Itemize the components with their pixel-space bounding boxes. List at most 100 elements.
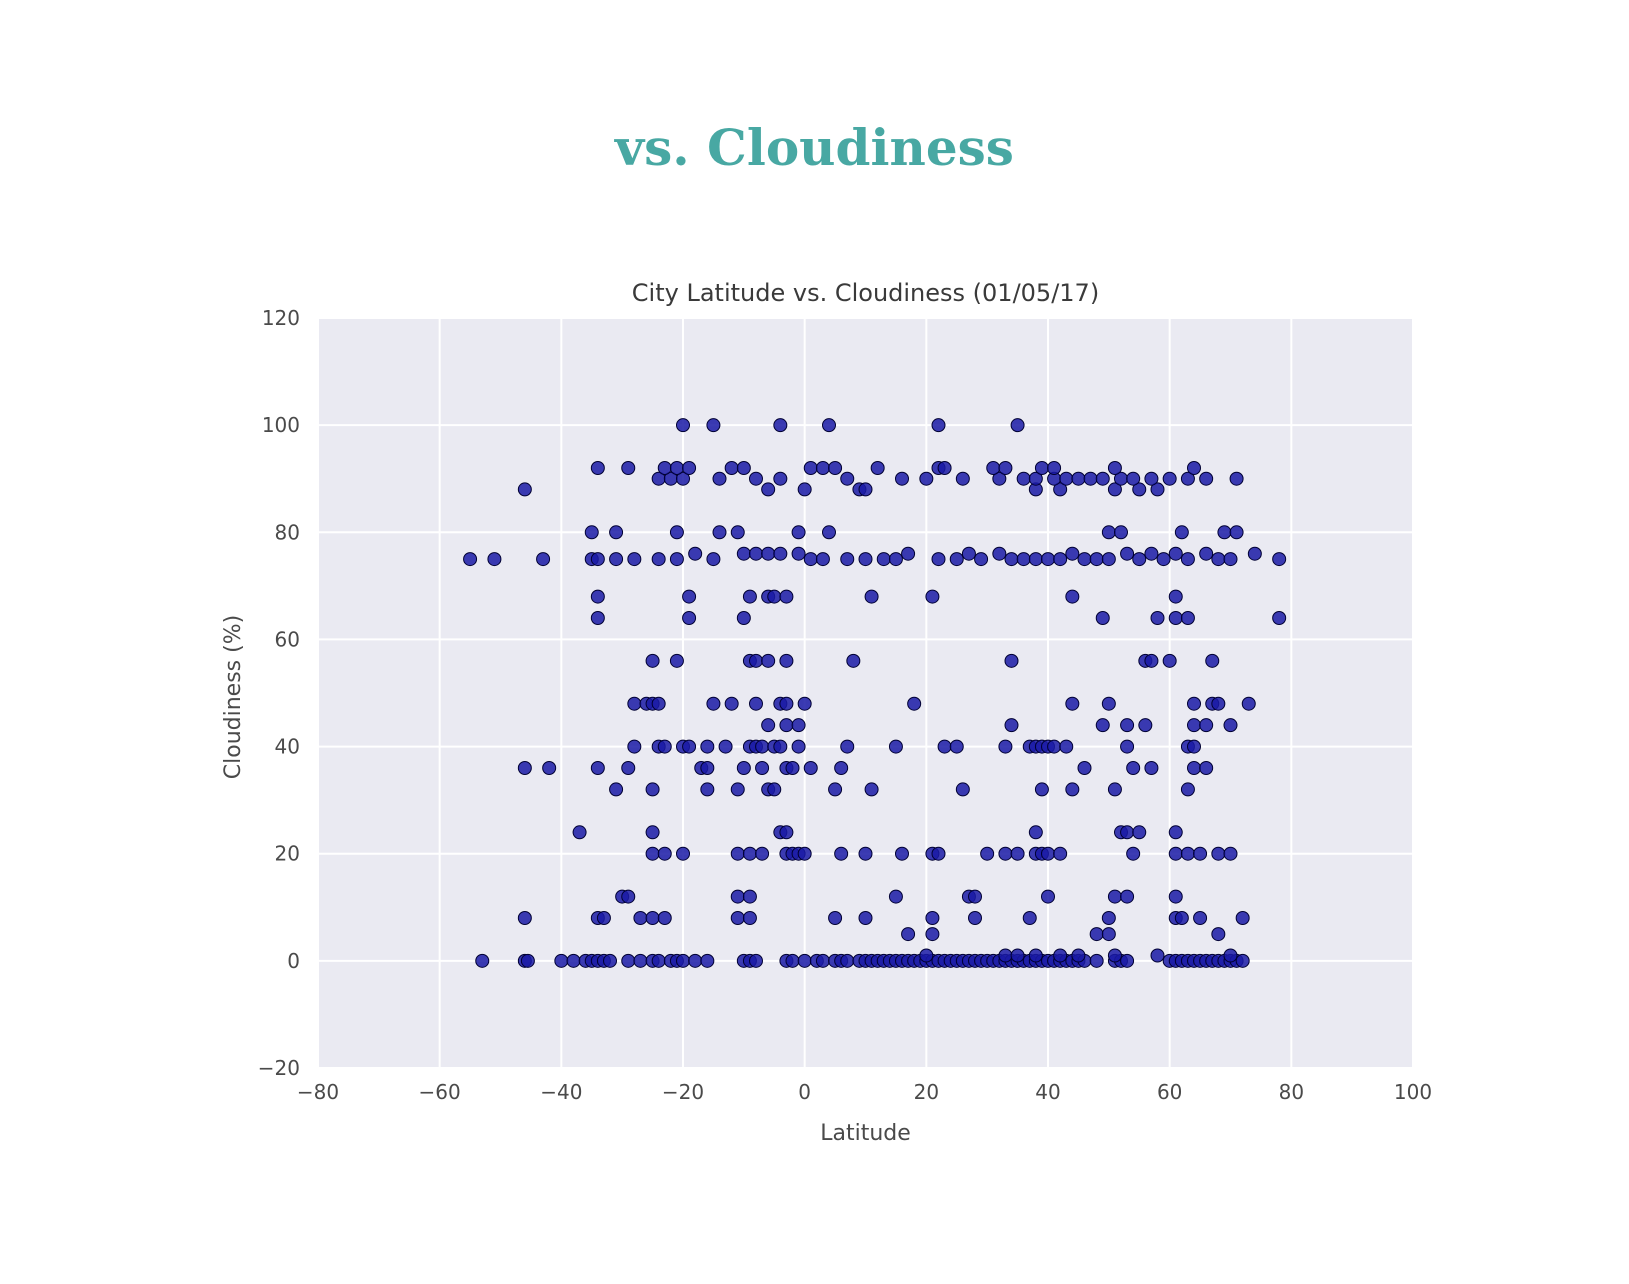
y-tick-label: 80 <box>275 520 300 544</box>
data-point <box>1095 718 1110 733</box>
data-point <box>858 846 873 861</box>
data-point <box>1004 552 1019 567</box>
data-point <box>1016 471 1031 486</box>
data-point <box>858 482 873 497</box>
data-point <box>736 546 751 561</box>
data-point <box>1126 761 1141 775</box>
data-point <box>700 739 715 754</box>
data-point <box>876 552 891 567</box>
data-point <box>700 782 715 797</box>
data-point <box>791 739 806 754</box>
data-point <box>1247 546 1262 561</box>
x-tick-label: 80 <box>1279 1080 1304 1104</box>
data-point <box>803 761 818 775</box>
data-point <box>961 546 976 561</box>
data-point <box>1041 889 1055 904</box>
data-point <box>1162 471 1177 486</box>
data-point <box>998 846 1013 861</box>
data-point <box>919 471 934 486</box>
data-point <box>1114 525 1128 540</box>
y-tick-label: 60 <box>275 627 300 651</box>
data-point <box>797 953 812 968</box>
data-point <box>1107 782 1122 797</box>
data-point <box>1083 471 1098 486</box>
data-point <box>785 761 800 775</box>
data-point <box>572 825 587 840</box>
data-point <box>767 782 782 797</box>
y-tick-label: −20 <box>258 1056 300 1080</box>
x-tick-label: 40 <box>1035 1080 1060 1104</box>
data-point <box>1144 761 1159 775</box>
data-point <box>1144 471 1159 486</box>
data-point <box>1180 552 1195 567</box>
data-point <box>1150 948 1165 963</box>
data-point <box>901 546 916 561</box>
data-point <box>1229 525 1244 540</box>
data-point <box>803 552 818 567</box>
data-point <box>669 552 684 567</box>
data-point <box>1065 589 1080 604</box>
data-point <box>676 846 690 861</box>
data-point <box>1180 471 1195 486</box>
data-point <box>925 927 940 942</box>
data-point <box>998 739 1013 754</box>
data-point <box>955 782 970 797</box>
data-point <box>657 739 672 754</box>
x-tick-label: −80 <box>297 1080 339 1104</box>
data-point <box>736 761 751 775</box>
y-tick-label: 20 <box>275 842 300 866</box>
data-point <box>742 589 757 604</box>
x-tick-label: −20 <box>662 1080 704 1104</box>
data-point <box>730 911 745 925</box>
data-point <box>931 552 946 567</box>
data-point <box>542 761 557 775</box>
data-point <box>633 911 648 925</box>
data-point <box>657 911 672 925</box>
data-point <box>888 739 903 754</box>
data-point <box>584 525 599 540</box>
data-point <box>773 546 788 561</box>
data-points <box>463 418 1287 968</box>
data-point <box>1071 948 1086 963</box>
data-point <box>627 696 642 711</box>
data-point <box>1065 696 1080 711</box>
data-point <box>730 846 745 861</box>
data-point <box>1010 948 1025 963</box>
data-point <box>621 889 636 904</box>
data-point <box>864 782 879 797</box>
data-point <box>834 761 849 775</box>
data-point <box>688 953 703 968</box>
data-point <box>1223 948 1238 963</box>
data-point <box>621 461 636 475</box>
data-point <box>1223 846 1238 861</box>
data-point <box>676 953 690 968</box>
data-point <box>1168 589 1183 604</box>
data-point <box>1028 471 1043 486</box>
data-point <box>755 846 770 861</box>
data-point <box>1004 653 1019 668</box>
data-point <box>520 953 535 968</box>
data-point <box>779 589 794 604</box>
data-point <box>791 718 806 733</box>
data-point <box>1138 718 1153 733</box>
plot-area <box>318 318 1413 1068</box>
data-point <box>1205 653 1220 668</box>
data-point <box>1010 418 1025 433</box>
data-point <box>621 761 636 775</box>
page-heading: vs. Cloudiness <box>615 118 1014 177</box>
y-tick-label: 120 <box>262 306 300 330</box>
data-point <box>621 953 636 968</box>
data-point <box>1193 911 1208 925</box>
data-point <box>901 927 916 942</box>
data-point <box>1199 718 1214 733</box>
data-point <box>980 846 995 861</box>
data-point <box>779 825 794 840</box>
data-point <box>682 611 697 625</box>
data-point <box>1126 846 1141 861</box>
data-point <box>797 696 812 711</box>
data-point <box>712 525 727 540</box>
data-point <box>1034 461 1049 475</box>
data-point <box>797 482 812 497</box>
data-point <box>1217 525 1232 540</box>
data-point <box>590 761 605 775</box>
